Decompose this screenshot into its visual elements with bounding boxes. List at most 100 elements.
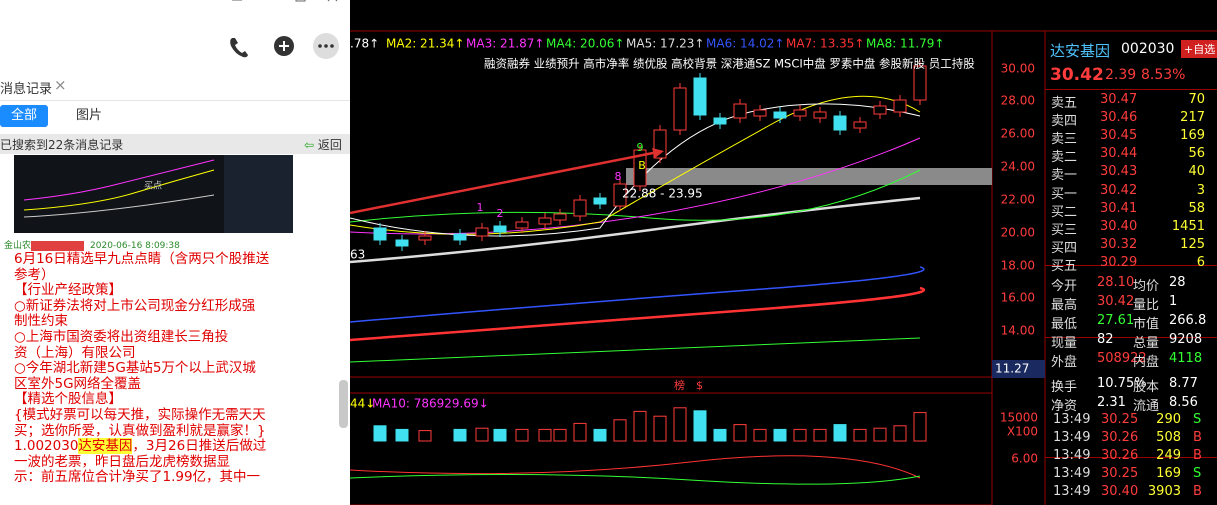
message-line: ○新证券法将对上市公司现金分红形成强 <box>14 297 256 314</box>
candle <box>793 109 807 117</box>
ask-volume: 217 <box>1180 110 1205 125</box>
signal-marker: 8 <box>615 170 622 183</box>
price-axis-label: 28.00 <box>1001 94 1035 108</box>
volume-bar <box>515 428 529 442</box>
volume-bar <box>793 428 807 442</box>
message-line: 6月16日精选早九点点睛（含两只个股推送 <box>14 251 270 267</box>
message-line: 【精选个股信息】 <box>14 391 122 408</box>
volume-bar <box>673 407 687 442</box>
bid-label: 买三 <box>1051 223 1078 238</box>
bid-volume: 125 <box>1180 237 1205 252</box>
close-tab[interactable]: × <box>54 76 67 94</box>
volume-bar <box>773 428 787 442</box>
add-watchlist[interactable]: +自选 <box>1181 40 1217 58</box>
sender-line: 金山农xxxxxxxxxx 2020-06-16 8:09:38 <box>4 238 180 251</box>
candle <box>475 227 489 237</box>
candle <box>873 105 887 115</box>
candle <box>633 149 647 187</box>
thumbnail[interactable]: 买点 <box>14 155 293 233</box>
stat-label: 今开 <box>1051 279 1078 294</box>
volume-bar <box>893 425 907 442</box>
candle <box>538 217 552 225</box>
back-link[interactable]: ⇦ 返回 <box>304 136 342 153</box>
candles <box>350 61 927 485</box>
volume-bar <box>913 412 927 442</box>
tab-images[interactable]: 图片 <box>76 108 103 123</box>
signal-marker: 1 <box>477 201 484 214</box>
trade-side: S <box>1193 466 1202 481</box>
board-tag: $ <box>696 379 703 392</box>
ma-label: MA2: 21.34↑ <box>386 37 464 51</box>
stat-value: 8.77 <box>1169 376 1198 391</box>
message-body: 6月16日精选早九点点睛（含两只个股推送 参考） 【行业产经政策】 ○新证券法将对上市… <box>14 251 336 486</box>
close[interactable] <box>327 0 338 2</box>
back-text[interactable]: 返回 <box>317 138 342 152</box>
stock-chart: .78↑ MA2: 21.34↑ MA3: 21.87↑ MA4: 20.06↑ MA5… <box>350 0 1217 505</box>
tab-all[interactable]: 全部 <box>0 105 48 127</box>
message-line: 制性约束 <box>14 313 68 330</box>
maximize[interactable] <box>295 0 306 2</box>
volume-bar <box>853 428 867 442</box>
bid-volume: 58 <box>1188 201 1205 216</box>
stat-label: 股本 <box>1133 380 1160 395</box>
bid-label: 买二 <box>1051 205 1078 220</box>
stat-value: 82 <box>1097 332 1114 347</box>
stat-label: 外盘 <box>1051 355 1078 370</box>
range-label: 22.88 - 23.95 <box>622 187 703 201</box>
message-line: ○上海市国资委将出资组建长三角投 <box>14 328 229 345</box>
stat-label: 最高 <box>1051 298 1078 313</box>
stat-value: 1 <box>1169 294 1178 309</box>
stock-tags: 融资融券 业绩预升 高市净率 绩优股 高校背景 深港通SZ MSCI中盘 罗素中… <box>484 57 975 71</box>
message-text: ，3月26日推送后做过 <box>132 438 267 455</box>
trade-side: B <box>1193 448 1202 463</box>
scrollbar[interactable] <box>339 380 348 428</box>
volume-bar <box>373 425 387 442</box>
ma-line <box>350 196 921 264</box>
volume-ma: MA10: 786929.69↓ <box>372 397 489 411</box>
low-label: 63 <box>350 248 365 262</box>
bid-label: 买五 <box>1051 259 1078 274</box>
candle <box>833 115 847 131</box>
volume-bar <box>633 410 647 442</box>
thumb-label: 买点 <box>144 181 162 192</box>
candle <box>573 199 587 217</box>
candle <box>673 87 687 131</box>
message-line: ○今年湖北新建5G基站5万个以上武汉城 <box>14 360 256 377</box>
candle <box>613 183 627 207</box>
candle <box>753 109 767 117</box>
bid-volume: 3 <box>1196 183 1205 198</box>
volume-bar <box>593 428 607 442</box>
candle <box>373 227 387 241</box>
trade-price: 30.40 <box>1101 484 1139 499</box>
ask-volume: 70 <box>1188 92 1205 107</box>
message-line: 示：前五席位合计净买了1.99亿，其中一 <box>14 469 261 486</box>
signal-marker: 9 <box>637 141 644 154</box>
call-icon[interactable] <box>230 38 248 58</box>
volume-bar <box>395 428 409 442</box>
trade-time: 13:49 <box>1053 484 1091 499</box>
volume-bar <box>475 427 489 442</box>
price-axis-label: 26.00 <box>1001 127 1035 141</box>
stat-value: 9208 <box>1169 332 1203 347</box>
signal-marker: 2 <box>497 207 504 220</box>
volume-bar <box>693 410 707 442</box>
candle <box>493 225 507 233</box>
volume-axis-label: 15000 <box>1000 411 1038 425</box>
bid-volume: 1451 <box>1171 219 1205 234</box>
price-band <box>626 168 992 185</box>
candle <box>773 111 787 119</box>
ask-price: 30.43 <box>1100 164 1138 179</box>
trade-time: 13:49 <box>1053 448 1091 463</box>
volume-bar <box>493 428 507 442</box>
volume-axis-label: X100 <box>1007 425 1038 439</box>
bid-volume: 6 <box>1196 255 1205 270</box>
ask-price: 30.46 <box>1100 110 1138 125</box>
volume-bar <box>573 422 587 442</box>
bid-price: 30.40 <box>1100 219 1138 234</box>
message-line: 1.002030达安基因，3月26日推送后做过 <box>14 438 336 455</box>
ma-line <box>350 286 926 342</box>
ma-line <box>350 169 921 223</box>
volume-bar <box>553 428 567 442</box>
volume-bar <box>453 428 467 442</box>
